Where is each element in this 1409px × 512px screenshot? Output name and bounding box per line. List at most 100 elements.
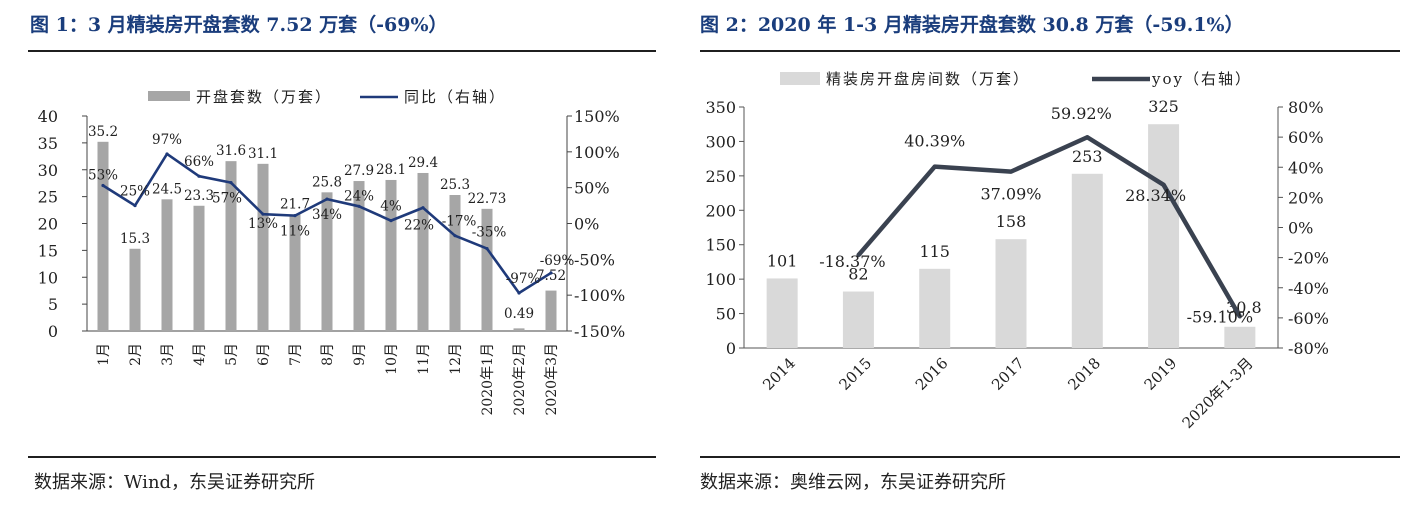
y-left-tick-label: 200	[705, 201, 736, 220]
legend-bar-label: 开盘套数（万套）	[196, 88, 332, 106]
yoy-point	[1161, 182, 1166, 187]
bar	[129, 248, 141, 331]
y-left-tick-label: 25	[38, 188, 58, 207]
bar-data-label: 158	[996, 212, 1027, 231]
y-left-tick-label: 40	[38, 107, 58, 126]
yoy-data-label: 37.09%	[980, 185, 1041, 204]
bar-data-label: 15.3	[120, 231, 150, 247]
y-left-tick-label: 35	[38, 134, 58, 153]
x-tick-label: 2016	[912, 354, 952, 394]
bar	[289, 214, 301, 331]
bar-data-label: 27.9	[344, 163, 374, 179]
bar-data-label: 24.5	[152, 181, 182, 197]
yoy-data-label: -59.10%	[1187, 308, 1253, 327]
yoy-data-label: -69%	[540, 253, 575, 269]
yoy-point	[453, 234, 457, 238]
y-left-tick-label: 20	[38, 215, 58, 234]
bar	[481, 208, 493, 331]
bar-data-label: 115	[919, 242, 950, 261]
x-tick-label: 3月	[160, 343, 176, 366]
yoy-data-label: 24%	[344, 188, 374, 204]
yoy-data-label: 66%	[184, 154, 214, 170]
bar	[842, 291, 874, 348]
chart-2-plot: 0 50 100 150 200 250 300 350 -80% -60% -40% -20% 0% 2…	[705, 70, 1329, 432]
x-tick-label: 9月	[352, 343, 368, 366]
yoy-point	[197, 174, 201, 178]
bar-data-label: 31.6	[216, 143, 246, 159]
bar-data-label: 29.4	[408, 155, 438, 171]
source-rule	[28, 456, 656, 458]
legend-bar-label: 精装房开盘房间数（万套）	[826, 70, 1030, 88]
bar	[766, 278, 798, 348]
chart-panel-2: 图 2：2020 年 1-3 月精装房开盘套数 30.8 万套（-59.1%） …	[700, 0, 1409, 512]
legend-line-label: yoy（右轴）	[1151, 70, 1252, 88]
y-left-tick-label: 150	[705, 236, 736, 255]
x-tick-label: 6月	[256, 343, 272, 366]
bar	[353, 181, 365, 331]
yoy-point	[485, 246, 489, 251]
x-tick-label: 2015	[836, 354, 876, 394]
yoy-data-label: -35%	[472, 225, 507, 241]
legend-bar-swatch	[780, 72, 820, 85]
y-left-tick-label: 300	[705, 132, 736, 151]
bar-data-label: 7.52	[536, 268, 566, 284]
bar	[257, 163, 269, 331]
yoy-data-label: 53%	[88, 168, 118, 184]
bar	[513, 328, 525, 331]
bar-data-label: 25.8	[312, 174, 342, 190]
x-tick-label: 2020年3月	[544, 343, 560, 416]
y-left-tick-label: 0	[726, 339, 736, 358]
y-left-tick-label: 10	[38, 268, 58, 287]
yoy-data-label: 34%	[312, 207, 342, 223]
bar-data-label: 82	[848, 265, 868, 284]
yoy-data-label: -17%	[442, 214, 477, 230]
x-tick-label: 8月	[320, 343, 336, 366]
bar-data-label: 21.7	[280, 196, 310, 212]
yoy-point	[932, 164, 937, 169]
yoy-data-label: 22%	[404, 218, 434, 234]
bar-data-label: 325	[1148, 97, 1179, 116]
yoy-line	[856, 134, 1242, 318]
y-right-tick-label: 150%	[574, 107, 620, 126]
y-right-tick-label: -100%	[574, 286, 625, 305]
x-tick-label: 2月	[128, 343, 144, 366]
y-right-tick-label: 0%	[1288, 219, 1313, 238]
y-right-tick-label: -40%	[1288, 279, 1329, 298]
y-left-tick-label: 250	[705, 167, 736, 186]
yoy-data-label: 25%	[120, 184, 150, 200]
yoy-point	[549, 271, 553, 275]
chart-title: 图 1：3 月精装房开盘套数 7.52 万套（-69%）	[30, 14, 448, 36]
bar-data-label: 35.2	[88, 124, 118, 140]
x-tick-label: 12月	[448, 343, 464, 375]
y-right-tick-label: 50%	[574, 179, 610, 198]
x-tick-label: 2014	[759, 354, 799, 394]
chart-panel-1: 图 1：3 月精装房开盘套数 7.52 万套（-69%） 0 5 10 15 20 25 3…	[0, 0, 660, 512]
bar	[995, 239, 1027, 348]
yoy-data-label: -18.37%	[819, 252, 885, 271]
bar	[161, 199, 173, 331]
bar	[417, 172, 429, 331]
y-right-tick-label: 0%	[574, 215, 599, 234]
x-tick-label: 2020年2月	[512, 343, 528, 416]
yoy-data-label: 13%	[248, 216, 278, 232]
yoy-data-label: 28.34%	[1125, 186, 1186, 205]
yoy-data-label: 40.39%	[904, 132, 965, 151]
x-tick-label: 11月	[416, 343, 432, 375]
x-tick-label: 7月	[288, 343, 304, 366]
yoy-point	[293, 214, 297, 218]
x-tick-label: 5月	[224, 343, 240, 366]
x-tick-label: 4月	[192, 343, 208, 366]
bar	[385, 179, 397, 331]
y-left-tick-label: 50	[716, 305, 736, 324]
x-tick-label: 2017	[988, 354, 1028, 394]
bar	[1224, 326, 1256, 348]
y-left-tick-label: 100	[705, 270, 736, 289]
bar	[321, 192, 333, 331]
y-right-tick-label: 20%	[1288, 188, 1324, 207]
x-tick-label: 2019	[1141, 354, 1181, 394]
yoy-data-label: 59.92%	[1051, 104, 1112, 123]
y-right-tick-label: 100%	[574, 143, 620, 162]
yoy-point	[357, 204, 361, 208]
bar	[193, 205, 205, 331]
source-rule	[700, 456, 1400, 458]
